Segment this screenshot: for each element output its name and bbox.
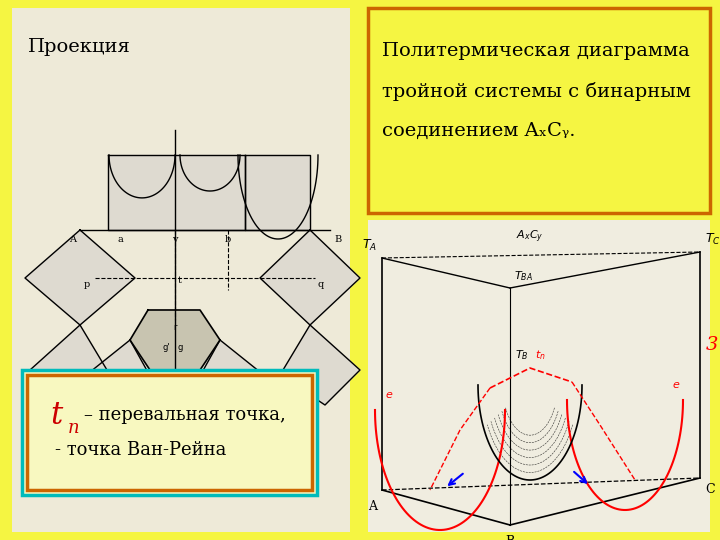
Bar: [368, 8, 710, 213]
Polygon shape: [260, 230, 360, 325]
Text: r: r: [174, 323, 176, 333]
Text: n: n: [68, 419, 80, 437]
Text: C: C: [171, 425, 179, 435]
Text: p: p: [84, 280, 90, 289]
Text: - точка Ван-Рейна: - точка Ван-Рейна: [55, 441, 226, 459]
Polygon shape: [80, 340, 155, 415]
Text: соединением AₓCᵧ.: соединением AₓCᵧ.: [382, 122, 575, 140]
Polygon shape: [195, 340, 270, 415]
Text: $T_{BA}$: $T_{BA}$: [514, 269, 533, 283]
Text: B: B: [505, 535, 515, 540]
Bar: [12, 8, 350, 532]
Polygon shape: [25, 230, 135, 325]
Text: Проекция: Проекция: [28, 38, 131, 56]
Polygon shape: [108, 155, 245, 230]
Text: $t_n$: $t_n$: [535, 348, 546, 362]
Text: A: A: [69, 235, 76, 244]
Text: b: b: [225, 235, 231, 244]
Polygon shape: [30, 325, 110, 405]
Text: $T_C$: $T_C$: [705, 232, 720, 247]
Text: t: t: [50, 400, 62, 430]
Text: $e$: $e$: [672, 380, 680, 390]
Polygon shape: [280, 325, 360, 405]
Polygon shape: [245, 155, 310, 230]
Text: g: g: [178, 343, 184, 353]
Text: $T_B$: $T_B$: [515, 348, 528, 362]
Text: t: t: [178, 276, 182, 285]
Text: 3: 3: [706, 336, 719, 354]
Text: v: v: [172, 235, 178, 244]
Text: $T_A$: $T_A$: [362, 238, 377, 253]
Bar: [22, 370, 317, 495]
Text: m: m: [178, 383, 186, 392]
Text: тройной системы с бинарным: тройной системы с бинарным: [382, 82, 691, 101]
Bar: [368, 220, 710, 532]
Text: $A_xC_y$: $A_xC_y$: [516, 228, 544, 245]
Text: Политермическая диаграмма: Политермическая диаграмма: [382, 42, 690, 60]
Text: A: A: [368, 500, 377, 513]
Text: B: B: [334, 235, 341, 244]
Text: q: q: [318, 280, 324, 289]
Polygon shape: [130, 310, 220, 380]
Text: $e$: $e$: [385, 390, 393, 400]
Bar: [27, 375, 312, 490]
Text: C: C: [705, 483, 715, 496]
Text: g': g': [163, 343, 170, 353]
Text: a: a: [117, 235, 123, 244]
Text: – перевальная точка,: – перевальная точка,: [84, 406, 286, 424]
